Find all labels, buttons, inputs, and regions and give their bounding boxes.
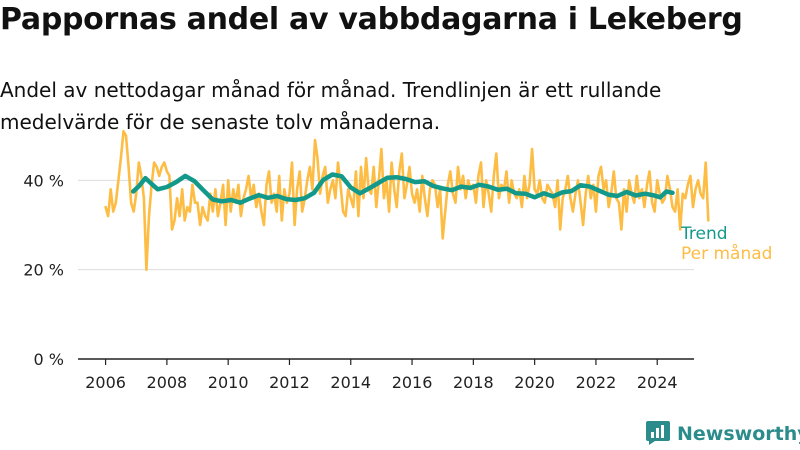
- series-line-per-manad: [104, 129, 710, 271]
- brand-logo: Newsworthy: [645, 420, 800, 448]
- x-tick-label: 2022: [576, 373, 617, 392]
- newsworthy-logo-icon: [645, 419, 671, 449]
- y-tick-label: 20 %: [23, 261, 64, 280]
- legend-label-trend: Trend: [680, 224, 728, 244]
- y-tick-label: 40 %: [23, 171, 64, 190]
- x-tick-label: 2020: [514, 373, 555, 392]
- x-tick-label: 2024: [637, 373, 678, 392]
- x-tick-label: 2010: [208, 373, 249, 392]
- x-tick-label: 2012: [269, 373, 310, 392]
- y-tick-label: 0 %: [34, 350, 64, 369]
- x-tick-label: 2014: [330, 373, 371, 392]
- legend-label-per-manad: Per månad: [681, 243, 772, 264]
- series-lines: [104, 129, 710, 271]
- chart-title: Pappornas andel av vabbdagarna i Lekeber…: [0, 2, 743, 37]
- x-axis: 0 % 20 % 40 % 2006 2008 2010 2012 2014 2016 2018 2…: [23, 171, 694, 392]
- x-tick-label: 2016: [392, 373, 433, 392]
- series-line-trend: [130, 172, 675, 205]
- chart-subtitle: Andel av nettodagar månad för månad. Tre…: [0, 78, 662, 134]
- brand-name: Newsworthy: [677, 423, 800, 445]
- x-tick-label: 2008: [147, 373, 188, 392]
- x-tick-label: 2006: [85, 373, 126, 392]
- x-tick-label: 2018: [453, 373, 494, 392]
